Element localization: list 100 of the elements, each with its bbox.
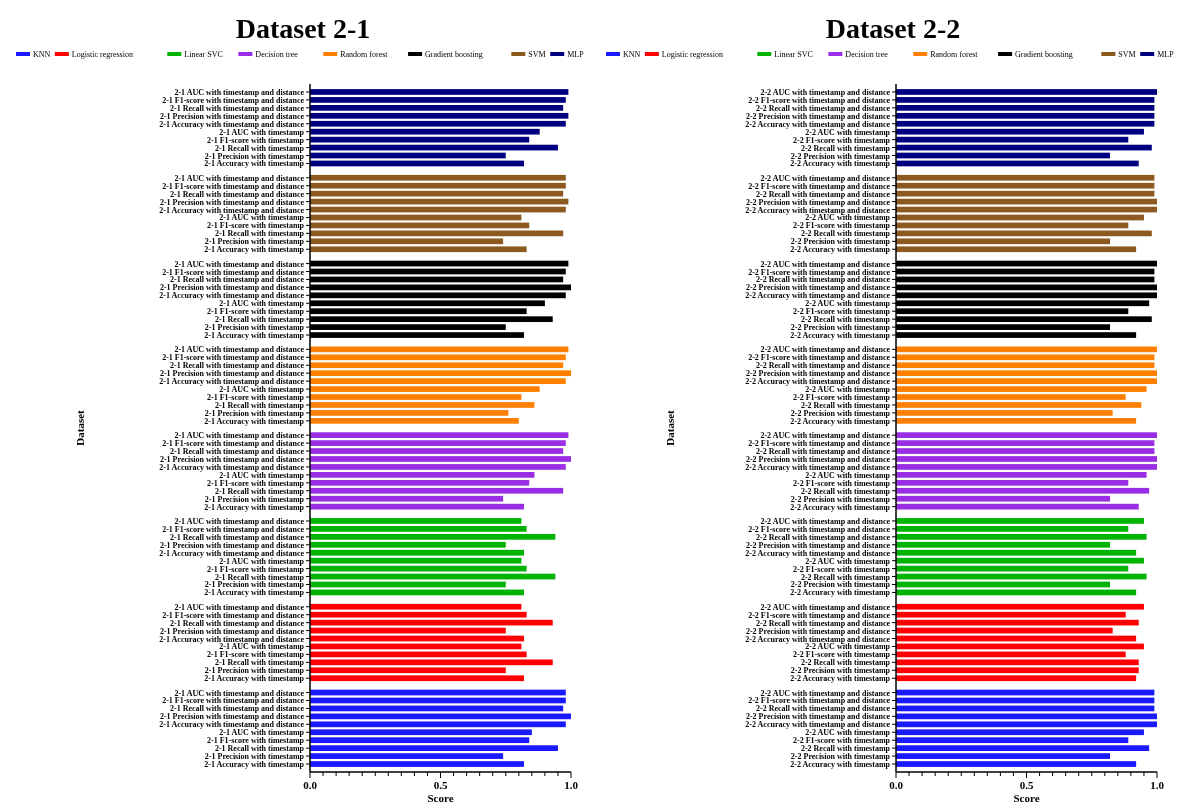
y-tick-label: 2-2 Accuracy with timestamp — [790, 416, 891, 426]
legend-label: Logistic regression — [71, 50, 133, 59]
y-tick-label: 2-1 Accuracy with timestamp and distance — [159, 462, 305, 472]
y-tick-label: 2-2 Accuracy with timestamp and distance — [745, 634, 891, 644]
y-tick-label: 2-2 Accuracy with timestamp — [790, 331, 891, 341]
y-tick-label: 2-1 Precision with timestamp — [204, 752, 305, 762]
y-tick-label: 2-2 AUC with timestamp and distance — [760, 688, 891, 698]
y-tick-label: 2-1 AUC with timestamp and distance — [174, 431, 305, 441]
x-axis-title: Score — [427, 792, 454, 804]
x-tick-label: 0.0 — [889, 779, 904, 791]
legend-label: Random forest — [930, 50, 979, 59]
legend-label: Decision tree — [255, 50, 299, 59]
y-tick-label: 2-1 Accuracy with timestamp and distance — [159, 634, 305, 644]
legend-label: SVM — [1118, 50, 1136, 59]
y-tick-label: 2-1 Accuracy with timestamp and distance — [159, 377, 305, 387]
y-tick-label: 2-2 F1-score with timestamp and distance — [748, 439, 891, 449]
y-tick-label: 2-1 Recall with timestamp — [214, 486, 305, 496]
y-axis-title: Dataset — [664, 409, 676, 446]
y-tick-label: 2-1 Precision with timestamp — [204, 494, 305, 504]
legend-label: KNN — [33, 50, 51, 59]
y-tick-label: 2-1 Precision with timestamp and distance — [159, 626, 305, 636]
y-tick-label: 2-2 F1-score with timestamp — [793, 393, 891, 403]
y-tick-label: 2-1 Accuracy with timestamp and distance — [159, 205, 305, 215]
y-tick-label: 2-1 Precision with timestamp and distance — [159, 111, 305, 121]
y-tick-label: 2-1 AUC with timestamp and distance — [174, 87, 305, 97]
y-tick-label: 2-2 Recall with timestamp and distance — [756, 618, 891, 628]
x-tick-label: 1.0 — [564, 779, 579, 791]
y-tick-label: 2-1 AUC with timestamp — [219, 470, 305, 480]
y-tick-label: 2-1 F1-score with timestamp — [207, 393, 305, 403]
y-tick-label: 2-1 Precision with timestamp and distance — [159, 540, 305, 550]
y-tick-label: 2-2 Precision with timestamp and distance — [745, 540, 891, 550]
y-tick-label: 2-2 Precision with timestamp — [790, 408, 891, 418]
y-tick-label: 2-2 Precision with timestamp and distance — [745, 626, 891, 636]
y-tick-label: 2-2 F1-score with timestamp — [793, 478, 891, 488]
legend-label: Gradient boosting — [1015, 50, 1073, 59]
y-tick-label: 2-2 Recall with timestamp — [800, 744, 891, 754]
chart-title: Dataset 2-2 — [825, 13, 961, 44]
y-tick-label: 2-1 Recall with timestamp and distance — [170, 447, 305, 457]
y-tick-label: 2-1 Precision with timestamp and distance — [159, 454, 305, 464]
y-tick-label: 2-2 F1-score with timestamp and distance — [748, 95, 891, 105]
x-tick-label: 0.5 — [1019, 779, 1034, 791]
y-tick-label: 2-2 Recall with timestamp and distance — [756, 189, 891, 199]
y-tick-label: 2-2 Precision with timestamp — [790, 494, 891, 504]
chart-title: Dataset 2-1 — [235, 13, 371, 44]
x-axis-title: Score — [1013, 792, 1040, 804]
y-tick-label: 2-1 Recall with timestamp and distance — [170, 532, 305, 542]
y-tick-label: 2-1 Accuracy with timestamp and distance — [159, 119, 305, 129]
y-tick-label: 2-1 AUC with timestamp and distance — [174, 259, 305, 269]
y-tick-label: 2-1 AUC with timestamp and distance — [174, 173, 305, 183]
y-tick-label: 2-1 AUC with timestamp — [219, 556, 305, 566]
y-tick-label: 2-1 Precision with timestamp and distance — [159, 369, 305, 379]
y-tick-label: 2-2 Precision with timestamp and distance — [745, 454, 891, 464]
x-tick-label: 0.5 — [433, 779, 448, 791]
y-tick-label: 2-2 Accuracy with timestamp — [790, 760, 891, 770]
y-tick-label: 2-1 F1-score with timestamp and distance — [162, 181, 305, 191]
y-tick-label: 2-1 AUC with timestamp and distance — [174, 602, 305, 612]
y-tick-label: 2-2 F1-score with timestamp and distance — [748, 267, 891, 277]
y-tick-label: 2-1 F1-score with timestamp and distance — [162, 610, 305, 620]
legend-label: Random forest — [340, 50, 389, 59]
y-tick-label: 2-1 F1-score with timestamp — [207, 736, 305, 746]
y-tick-label: 2-2 Precision with timestamp — [790, 752, 891, 762]
y-tick-label: 2-2 Precision with timestamp and distance — [745, 197, 891, 207]
y-tick-label: 2-2 AUC with timestamp and distance — [760, 602, 891, 612]
y-tick-label: 2-1 Accuracy with timestamp — [204, 331, 305, 341]
y-tick-label: 2-2 AUC with timestamp — [805, 385, 891, 395]
y-tick-label: 2-1 Recall with timestamp and distance — [170, 618, 305, 628]
legend-label: MLP — [1157, 50, 1175, 59]
y-tick-label: 2-1 AUC with timestamp — [219, 127, 305, 137]
y-tick-label: 2-2 Recall with timestamp — [800, 572, 891, 582]
y-tick-label: 2-1 Accuracy with timestamp — [204, 416, 305, 426]
legend-label: MLP — [567, 50, 585, 59]
y-tick-label: 2-2 Recall with timestamp — [800, 143, 891, 153]
y-tick-label: 2-1 Precision with timestamp and distance — [159, 197, 305, 207]
y-tick-label: 2-1 F1-score with timestamp and distance — [162, 267, 305, 277]
y-tick-label: 2-1 F1-score with timestamp and distance — [162, 524, 305, 534]
y-tick-label: 2-2 AUC with timestamp — [805, 127, 891, 137]
legend-label: KNN — [623, 50, 641, 59]
y-tick-label: 2-2 Accuracy with timestamp — [790, 502, 891, 512]
y-tick-label: 2-2 Recall with timestamp and distance — [756, 532, 891, 542]
y-tick-label: 2-1 Precision with timestamp — [204, 151, 305, 161]
y-axis-title: Dataset — [74, 409, 86, 446]
y-tick-label: 2-1 Recall with timestamp and distance — [170, 103, 305, 113]
y-tick-label: 2-2 AUC with timestamp — [805, 556, 891, 566]
legend-label: Gradient boosting — [425, 50, 483, 59]
y-tick-label: 2-2 AUC with timestamp and distance — [760, 345, 891, 355]
y-tick-label: 2-2 Accuracy with timestamp and distance — [745, 548, 891, 558]
x-tick-label: 0.0 — [303, 779, 318, 791]
y-tick-label: 2-2 F1-score with timestamp — [793, 564, 891, 574]
y-tick-label: 2-2 Accuracy with timestamp and distance — [745, 119, 891, 129]
y-tick-label: 2-1 F1-score with timestamp — [207, 478, 305, 488]
y-tick-label: 2-2 F1-score with timestamp — [793, 736, 891, 746]
y-tick-label: 2-2 Recall with timestamp and distance — [756, 103, 891, 113]
y-tick-label: 2-2 F1-score with timestamp and distance — [748, 181, 891, 191]
y-tick-label: 2-2 Recall with timestamp and distance — [756, 447, 891, 457]
y-tick-label: 2-1 Precision with timestamp — [204, 580, 305, 590]
legend-label: Linear SVC — [774, 50, 813, 59]
x-tick-label: 1.0 — [1150, 779, 1165, 791]
y-tick-label: 2-1 Precision with timestamp — [204, 408, 305, 418]
y-tick-label: 2-2 F1-score with timestamp — [793, 135, 891, 145]
y-tick-label: 2-1 Accuracy with timestamp and distance — [159, 548, 305, 558]
